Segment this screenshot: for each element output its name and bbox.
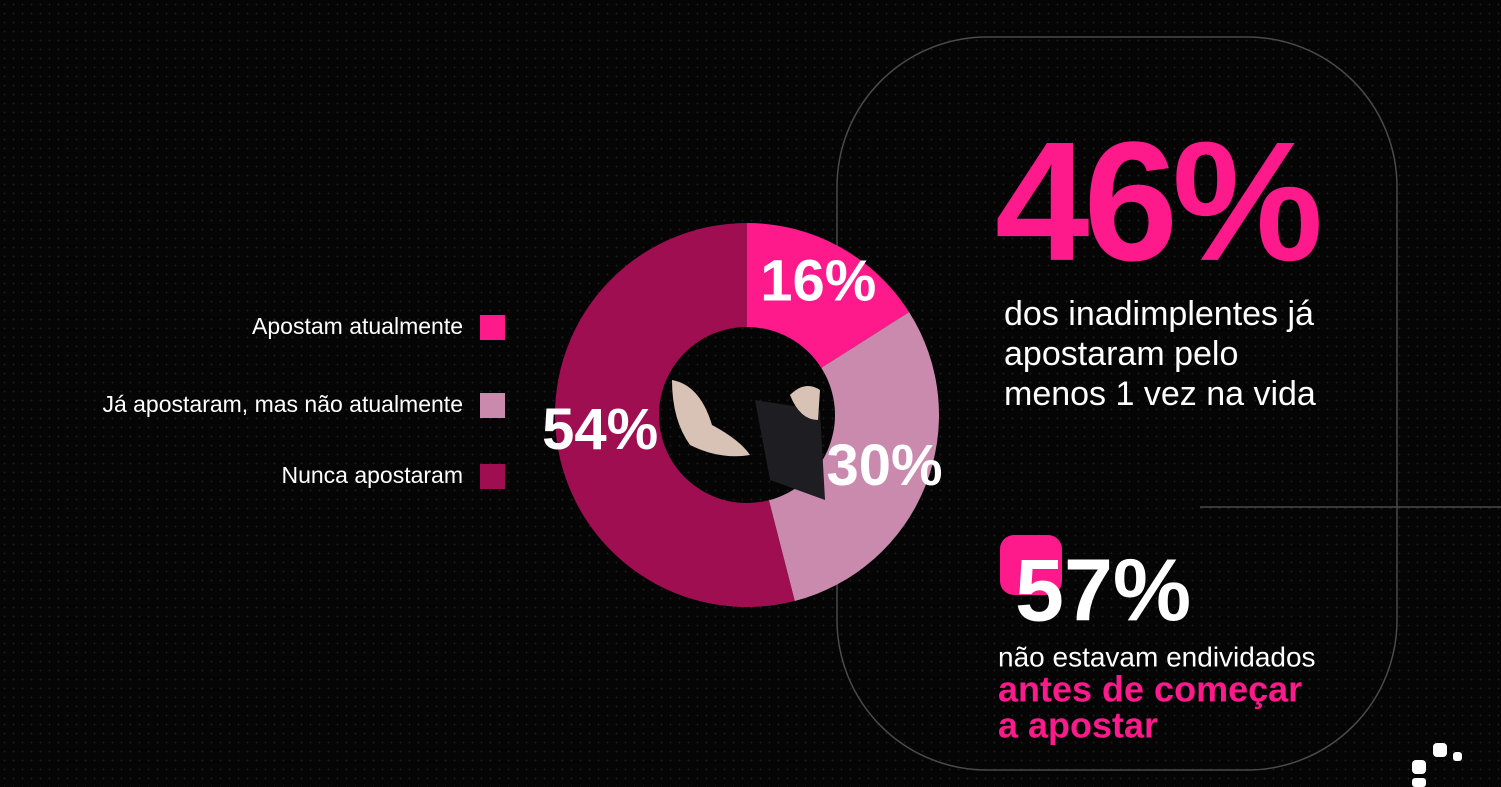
legend-swatch: [480, 464, 505, 489]
stat-1-line: apostaram pelo: [1004, 335, 1238, 373]
stat-2-highlight: a apostar: [998, 705, 1158, 746]
stat-1-line: dos inadimplentes já: [1004, 295, 1314, 333]
value-label: 16%: [760, 249, 876, 314]
donut-slice: [555, 223, 795, 608]
stat-1-value: 46%: [995, 107, 1319, 297]
stat-2-text: não estavam endividados: [998, 641, 1316, 672]
donut-slice: [747, 223, 910, 368]
wallet-illustration: [672, 380, 825, 500]
legend-label: Apostam atualmente: [252, 313, 463, 339]
accent-square: [1000, 535, 1062, 595]
logo: [1412, 743, 1462, 787]
legend-label: Nunca apostaram: [281, 462, 463, 488]
value-label: 54%: [542, 397, 658, 462]
stat-1-line: menos 1 vez na vida: [1004, 375, 1316, 413]
legend-swatch: [480, 315, 505, 340]
value-label: 30%: [827, 433, 943, 498]
legend-label: Já apostaram, mas não atualmente: [102, 391, 463, 417]
stat-2-value: 57%: [1015, 540, 1191, 639]
donut-slice: [768, 312, 939, 601]
legend-swatch: [480, 393, 505, 418]
stat-2-highlight: antes de começar: [998, 669, 1302, 710]
